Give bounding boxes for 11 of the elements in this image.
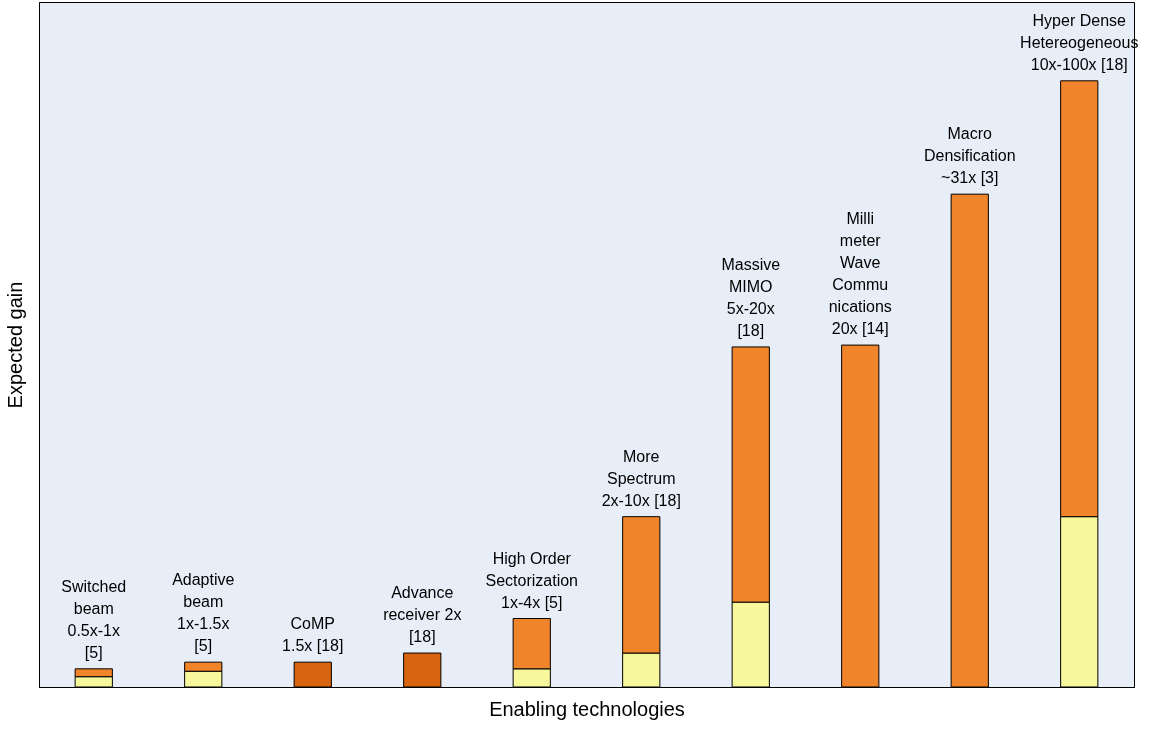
annotation: CoMP 1.5x [18] <box>282 615 344 655</box>
y-axis-title: Expected gain <box>3 281 26 409</box>
annotation: Adaptive beam 1x-1.5x [5] <box>172 571 235 655</box>
annotation: Massive MIMO 5x-20x [18] <box>721 255 781 339</box>
annotation: More Spectrum 2x-10x [18] <box>601 447 681 509</box>
annotation: Macro Densification ~31x [3] <box>923 125 1016 187</box>
annotation: Advance receiver 2x [18] <box>383 584 462 646</box>
x-axis-title: Enabling technologies <box>489 697 685 720</box>
annotation: Switched beam 0.5x-1x [5] <box>61 577 127 661</box>
annotation: Milli meter Wave Commu nications 20x [14] <box>828 210 892 338</box>
annotation: High Order Sectorization 1x-4x [5] <box>485 549 578 611</box>
